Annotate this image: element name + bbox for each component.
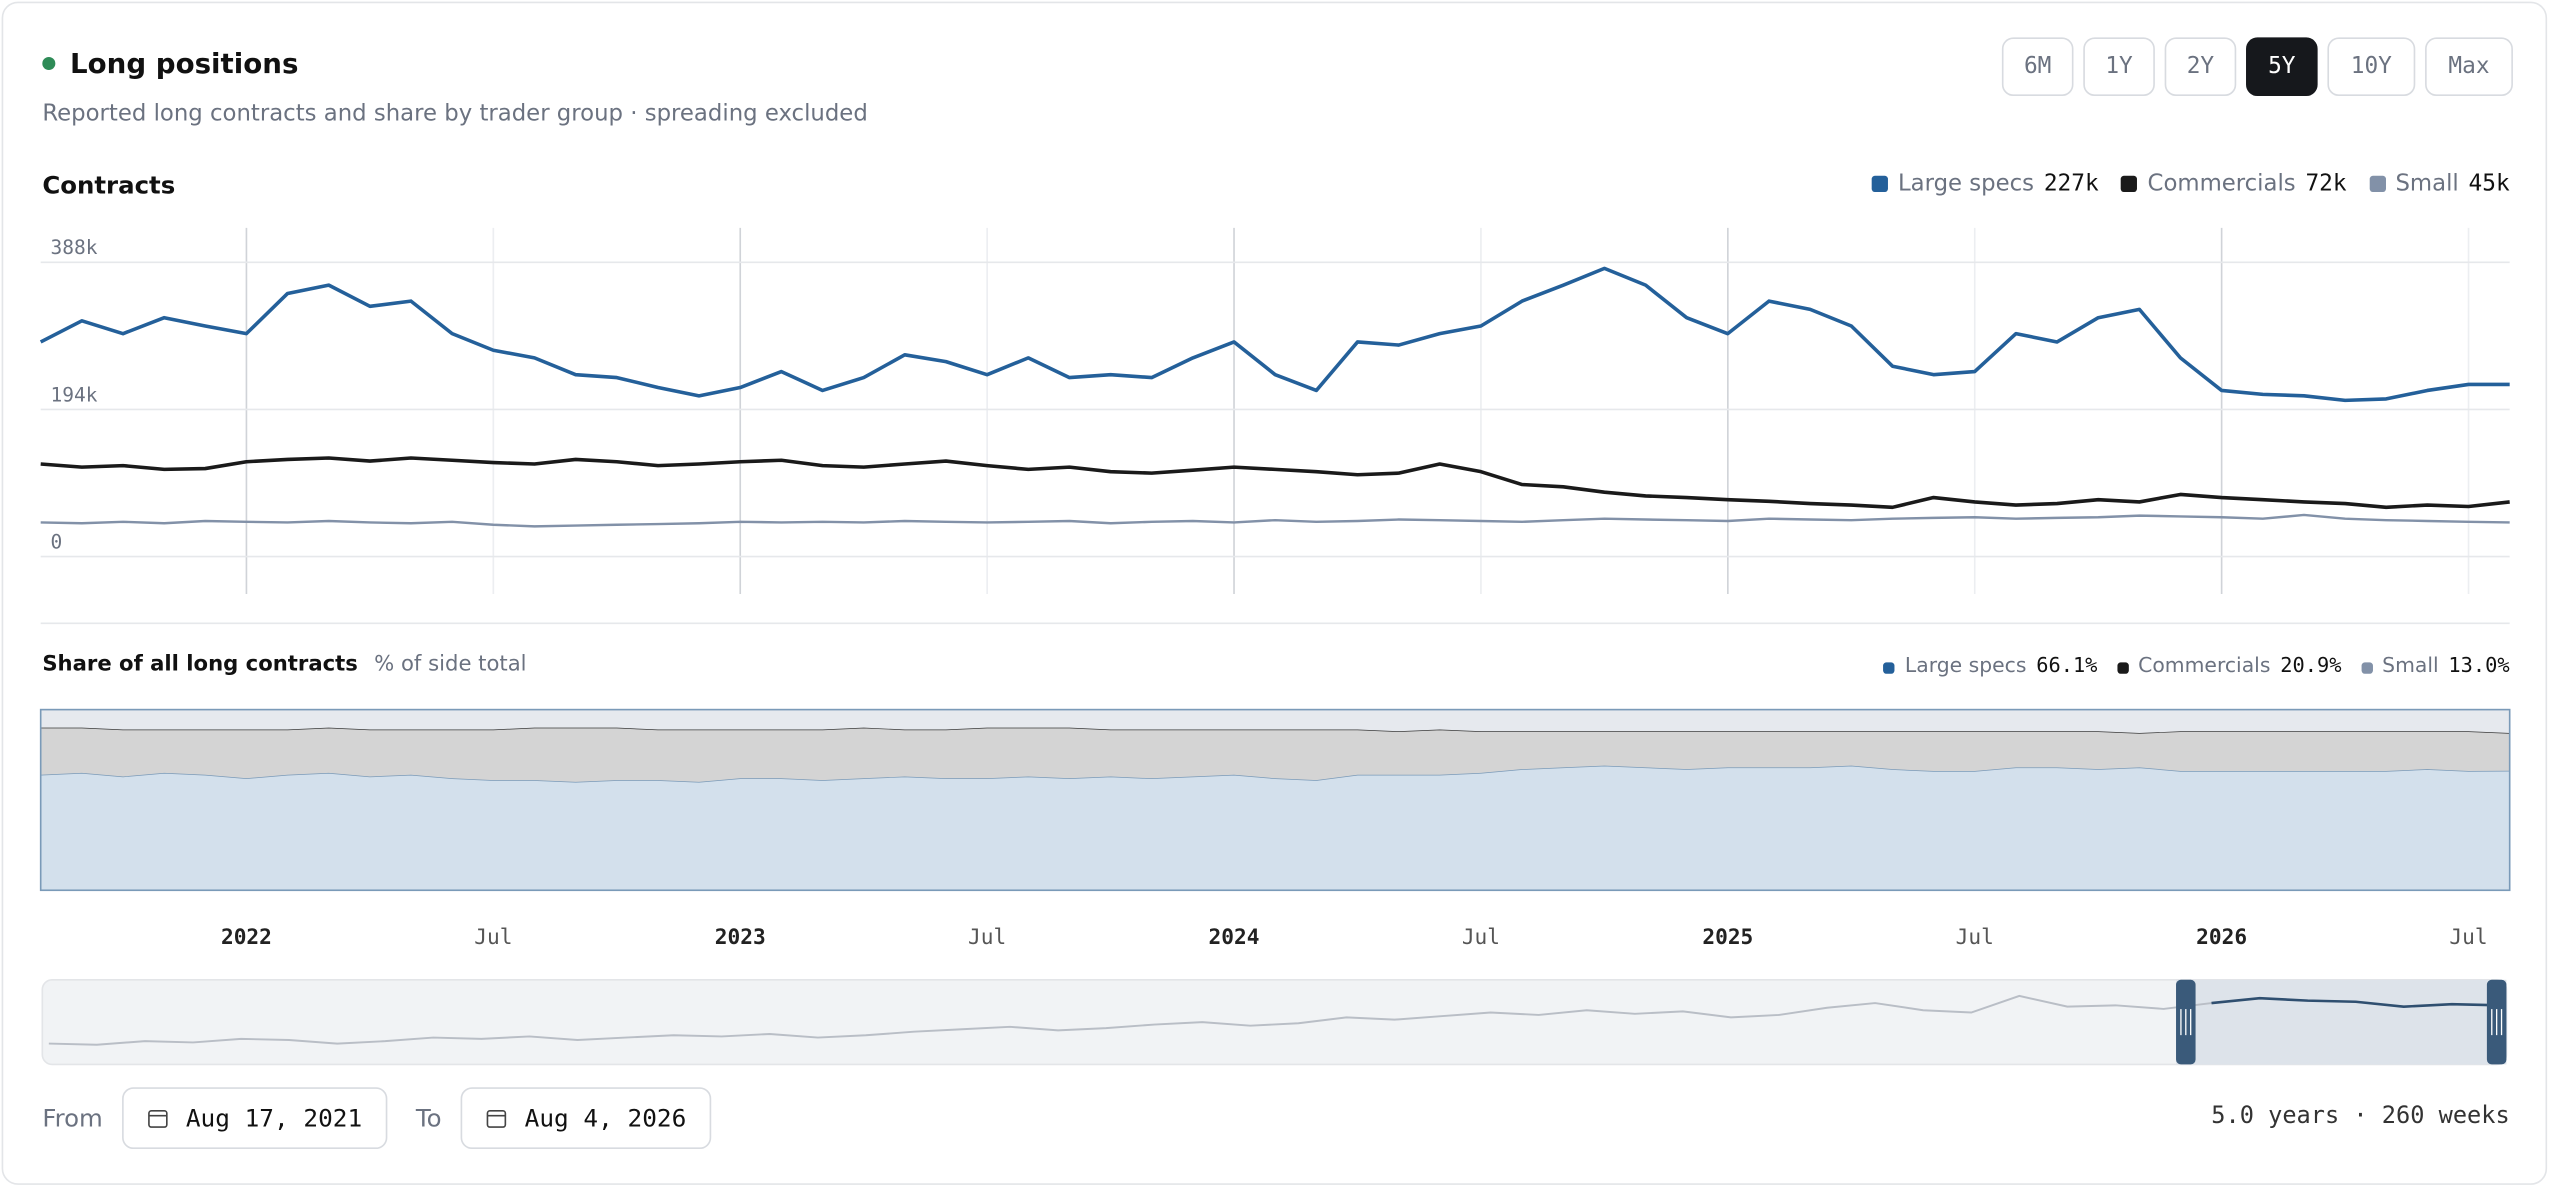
legend-value: 13.0% (2448, 652, 2510, 678)
plot-border (39, 708, 2511, 892)
range-button[interactable]: 10Y (2327, 37, 2416, 97)
legend-item: Large specs 66.1% (1883, 652, 2098, 678)
legend-swatch (2369, 175, 2386, 193)
range-button[interactable]: 5Y (2246, 37, 2318, 97)
range-button[interactable]: 1Y (2083, 37, 2155, 97)
legend: Large specs 66.1% Commercials 20.9% Small 13.… (1883, 652, 2510, 678)
to-label: To (415, 1103, 442, 1133)
legend-value: 72k (2305, 170, 2347, 197)
series-line (40, 456, 2510, 510)
navigator-track (41, 978, 2508, 1066)
legend-swatch (2360, 662, 2373, 674)
title: Long positions (42, 48, 299, 82)
x-tick-label: 2023 (715, 924, 766, 949)
legend-label: Small (2382, 652, 2439, 678)
legend-label: Commercials (2147, 170, 2296, 197)
x-tick-label: Jul (474, 924, 512, 949)
area-band (40, 727, 2510, 782)
range-button[interactable]: 6M (2001, 37, 2074, 97)
legend-label: Large specs (1904, 652, 2027, 678)
date-range: From Aug 17, 2021 To Aug 4, 2026 (42, 1087, 711, 1150)
legend-swatch (2121, 175, 2138, 193)
section-title: Contracts (42, 170, 176, 201)
legend-value: 66.1% (2036, 652, 2098, 678)
legend: Large specs 227k Commercials 72k Small 45k (1871, 170, 2510, 197)
navigator-selection (2176, 979, 2507, 1065)
legend-item: Small 13.0% (2360, 652, 2510, 678)
legend-label: Commercials (2138, 652, 2271, 678)
calendar-icon (487, 1109, 507, 1128)
from-field[interactable]: Aug 17, 2021 (122, 1087, 387, 1150)
calendar-icon (148, 1109, 168, 1128)
x-tick-label: Jul (968, 924, 1006, 949)
x-tick-label: 2022 (221, 924, 272, 949)
legend-item: Commercials 20.9% (2116, 652, 2342, 678)
y-tick-label: 388k (50, 236, 97, 259)
range-button[interactable]: 2Y (2164, 37, 2237, 97)
legend-value: 227k (2043, 170, 2099, 197)
x-tick-label: Jul (2449, 924, 2487, 949)
x-tick-label: 2026 (2196, 924, 2247, 949)
to-field[interactable]: Aug 4, 2026 (461, 1087, 711, 1150)
navigator-selected-line (2211, 996, 2500, 1008)
legend-value: 45k (2468, 170, 2510, 197)
series-line (40, 513, 2510, 528)
y-tick-label: 194k (50, 383, 97, 406)
x-tick-label: Jul (1462, 924, 1500, 949)
share-subtitle: % of side total (374, 652, 527, 678)
from-date: Aug 17, 2021 (185, 1103, 363, 1133)
range-button[interactable]: Max (2425, 37, 2513, 97)
range-buttons: 6M 1Y 2Y 5Y 10Y Max (2001, 37, 2513, 97)
share-heading: Share of all long contracts % of side tot… (42, 653, 526, 677)
legend-label: Small (2395, 170, 2459, 197)
legend-swatch (1883, 662, 1896, 674)
legend-swatch (2116, 662, 2129, 674)
legend-swatch (1871, 175, 1889, 193)
legend-item: Small 45k (2369, 170, 2510, 197)
x-tick-label: Jul (1956, 924, 1994, 949)
status-dot (42, 56, 56, 70)
navigator-line (48, 994, 2500, 1046)
x-tick-label: 2025 (1702, 924, 1753, 949)
legend-label: Large specs (1897, 170, 2035, 197)
legend-item: Large specs 227k (1871, 170, 2099, 197)
title-text: Long positions (69, 48, 299, 82)
y-tick-label: 0 (50, 530, 62, 553)
x-tick-label: 2024 (1209, 924, 1260, 949)
range-summary: 5.0 years · 260 weeks (2211, 1103, 2510, 1130)
subtitle: Reported long contracts and share by tra… (42, 100, 868, 127)
legend-item: Commercials 72k (2121, 170, 2347, 197)
from-label: From (42, 1103, 103, 1133)
to-date: Aug 4, 2026 (524, 1103, 687, 1133)
share-title: Share of all long contracts (42, 652, 358, 678)
area-band (40, 765, 2510, 891)
area-band (40, 709, 2510, 734)
series-line (39, 266, 2510, 403)
legend-value: 20.9% (2280, 652, 2342, 678)
